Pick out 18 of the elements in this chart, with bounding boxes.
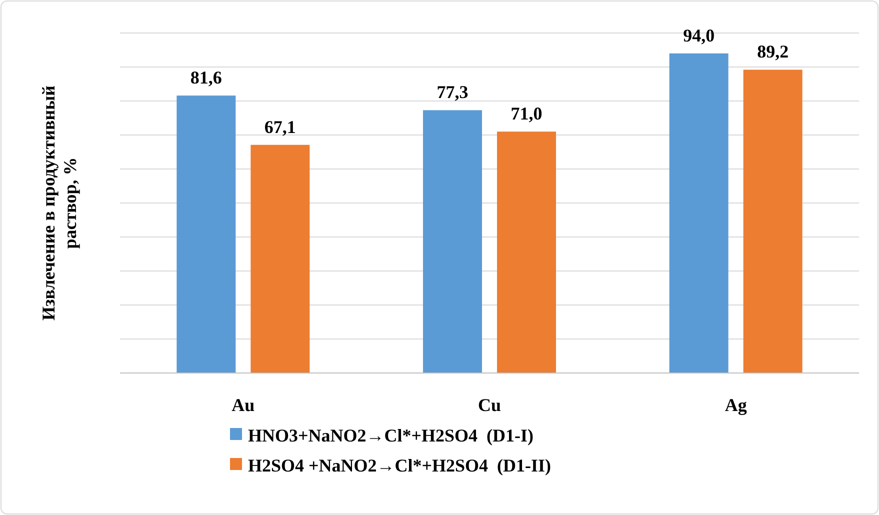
bar — [497, 132, 556, 373]
legend-label: HNO3+NaNO2→Cl*+H2SO4 (D1-I) — [248, 425, 534, 446]
bar — [176, 96, 236, 373]
data-label: 71,0 — [510, 104, 542, 124]
y-axis-title: Извлечение в продуктивный раствор, % — [38, 85, 80, 321]
legend-label: H2SO4 +NaNO2→Cl*+H2SO4 (D1-II) — [248, 455, 552, 476]
data-label: 77,3 — [436, 82, 468, 102]
bar — [669, 53, 728, 373]
x-tick-label: Au — [232, 395, 255, 415]
data-label: 89,2 — [757, 42, 789, 62]
x-tick-label: Cu — [478, 395, 502, 415]
bar — [743, 70, 802, 373]
bar — [250, 144, 310, 373]
data-label: 94,0 — [683, 25, 715, 46]
x-tick-label: Ag — [724, 395, 747, 415]
data-label: 81,6 — [190, 68, 222, 88]
bar — [423, 110, 482, 373]
data-label: 67,1 — [264, 116, 296, 137]
